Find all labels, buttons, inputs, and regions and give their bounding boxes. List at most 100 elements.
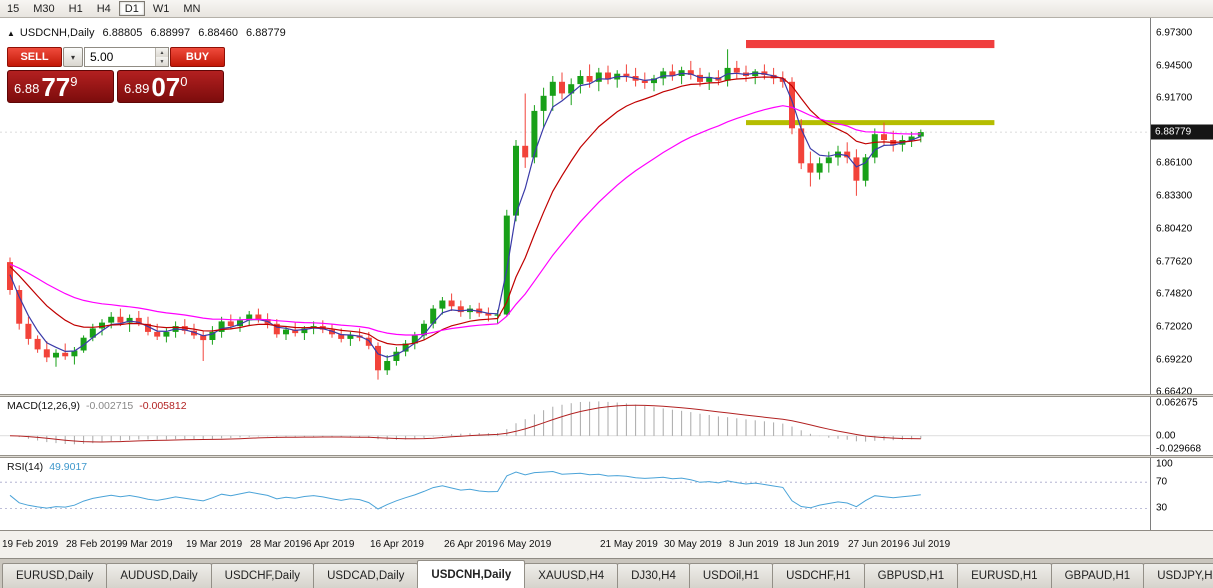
chart-tab-usdchf-h1[interactable]: USDCHF,H1 [772,563,865,588]
price-axis-tick: 6.69220 [1156,354,1193,366]
date-axis-label: 8 Jun 2019 [729,539,779,550]
price-chart-panel[interactable]: ▲ USDCNH,Daily 6.88805 6.88997 6.88460 6.… [0,18,1150,394]
sell-quote[interactable]: 6.88 77 9 [7,70,114,103]
chart-tab-usdchf-daily[interactable]: USDCHF,Daily [210,563,315,588]
chart-tab-usdcnh-daily[interactable]: USDCNH,Daily [417,560,526,588]
chart-tab-usdoil-h1[interactable]: USDOil,H1 [688,563,774,588]
buy-quote[interactable]: 6.89 07 0 [117,70,224,103]
timeframe-button-h1[interactable]: H1 [63,1,89,16]
date-axis: 19 Feb 2019 28 Feb 2019 9 Mar 2019 19 Mar 2… [0,530,1213,558]
macd-canvas[interactable] [0,397,1150,455]
date-axis-label: 18 Jun 2019 [784,539,840,550]
rsi-panel[interactable]: RSI(14) 49.9017 [0,458,1150,530]
date-axis-label: 19 Feb 2019 [2,539,59,550]
macd-axis-tick: 0.062675 [1156,397,1198,409]
date-axis-label: 19 Mar 2019 [186,539,243,550]
rsi-value: 49.9017 [49,461,88,473]
ohlc-close: 6.88779 [246,27,286,39]
timeframe-button-d1[interactable]: D1 [118,1,145,16]
ohlc-low: 6.88460 [198,27,238,39]
date-axis-label: 28 Feb 2019 [66,539,123,550]
buy-price-pipette: 0 [180,74,188,89]
date-axis-label: 9 Mar 2019 [122,539,173,550]
price-chart-canvas[interactable] [0,18,1150,394]
rsi-axis-tick: 30 [1156,502,1168,514]
price-axis-tick: 6.74820 [1156,288,1193,300]
buy-price-pips: 07 [151,72,181,102]
macd-signal-value: -0.005812 [139,400,187,412]
sell-price-pipette: 9 [70,74,78,89]
chart-tab-audusd-daily[interactable]: AUDUSD,Daily [106,563,212,588]
timeframe-button-w1[interactable]: W1 [147,1,176,16]
chart-tab-eurusd-daily[interactable]: EURUSD,Daily [2,563,108,588]
date-axis-label: 21 May 2019 [600,539,658,550]
timeframe-button-15[interactable]: 15 [1,1,25,16]
macd-axis-tick: -0.029668 [1156,443,1202,455]
date-axis-label: 27 Jun 2019 [848,539,904,550]
volume-input[interactable] [85,48,155,66]
date-axis-label: 6 Apr 2019 [306,539,355,550]
date-axis-label: 30 May 2019 [664,539,722,550]
rsi-axis: 100 70 30 [1150,458,1213,530]
volume-increase-button[interactable]: ▲ [156,48,168,57]
price-axis-tick: 6.94500 [1156,60,1193,72]
rsi-canvas[interactable] [0,458,1150,530]
price-axis-tick: 6.86100 [1156,157,1193,169]
chart-tab-gbpusd-h1[interactable]: GBPUSD,H1 [863,563,959,588]
date-axis-label: 6 Jul 2019 [904,539,951,550]
chart-tab-usdcad-daily[interactable]: USDCAD,Daily [313,563,419,588]
chart-symbol: USDCNH,Daily [19,27,95,39]
current-price-tag: 6.88779 [1151,124,1213,140]
sell-button[interactable]: SELL [7,47,62,67]
timeframe-button-mn[interactable]: MN [177,1,206,16]
volume-field: ▲ ▼ [84,47,169,67]
trade-controls-row: SELL ▾ ▲ ▼ BUY [7,47,227,67]
volume-dropdown-button[interactable]: ▾ [63,47,83,67]
timeframe-button-m30[interactable]: M30 [27,1,60,16]
ohlc-open: 6.88805 [102,27,143,39]
panel-divider[interactable] [0,455,1213,458]
volume-decrease-button[interactable]: ▼ [156,57,168,66]
macd-axis-tick: 0.00 [1156,430,1176,442]
quote-row: 6.88 77 9 6.89 07 0 [7,70,227,103]
chevron-down-icon: ▾ [70,52,75,62]
price-axis-tick: 6.80420 [1156,223,1193,235]
price-axis: 6.88779 6.97300 6.94500 6.91700 6.86100 6.83… [1150,18,1213,394]
macd-panel[interactable]: MACD(12,26,9) -0.002715 -0.005812 [0,397,1150,455]
ohlc-high: 6.88997 [150,27,191,39]
date-axis-label: 6 May 2019 [499,539,552,550]
price-axis-tick: 6.83300 [1156,190,1193,202]
volume-spinner: ▲ ▼ [155,48,168,66]
rsi-name: RSI(14) [7,461,44,473]
rsi-label: RSI(14) 49.9017 [7,461,87,473]
macd-axis: 0.062675 0.00 -0.029668 [1150,397,1213,455]
timeframe-toolbar: 15 M30 H1 H4 D1 W1 MN [0,0,1213,18]
price-axis-tick: 6.97300 [1156,27,1193,39]
sell-price-prefix: 6.88 [14,81,40,96]
timeframe-button-h4[interactable]: H4 [91,1,117,16]
chart-tab-dj30-h4[interactable]: DJ30,H4 [617,563,690,588]
chart-header: ▲ USDCNH,Daily 6.88805 6.88997 6.88460 6.… [7,27,291,39]
date-axis-label: 26 Apr 2019 [444,539,498,550]
chart-tab-eurusd-h1[interactable]: EURUSD,H1 [957,563,1052,588]
chart-tab-xauusd-h4[interactable]: XAUUSD,H4 [524,563,619,588]
macd-label: MACD(12,26,9) -0.002715 -0.005812 [7,400,187,412]
rsi-axis-tick: 70 [1156,476,1168,488]
buy-button[interactable]: BUY [170,47,225,67]
macd-main-value: -0.002715 [85,400,134,412]
price-axis-tick: 6.72020 [1156,321,1193,333]
buy-price-prefix: 6.89 [124,81,150,96]
symbol-marker-icon: ▲ [7,28,15,38]
chart-tab-usdjpy-h1[interactable]: USDJPY,H1 [1143,563,1213,588]
one-click-trade-panel: SELL ▾ ▲ ▼ BUY 6.88 77 9 6.8 [7,47,227,103]
price-axis-tick: 6.91700 [1156,92,1193,104]
chart-tab-gbpaud-h1[interactable]: GBPAUD,H1 [1050,563,1145,588]
sell-price-pips: 77 [41,72,71,102]
panel-divider[interactable] [0,394,1213,397]
date-axis-label: 16 Apr 2019 [370,539,424,550]
chart-tab-bar: EURUSD,Daily AUDUSD,Daily USDCHF,Daily USDC… [0,558,1213,588]
price-axis-tick: 6.66420 [1156,386,1193,394]
macd-name: MACD(12,26,9) [7,400,80,412]
date-axis-label: 28 Mar 2019 [250,539,307,550]
